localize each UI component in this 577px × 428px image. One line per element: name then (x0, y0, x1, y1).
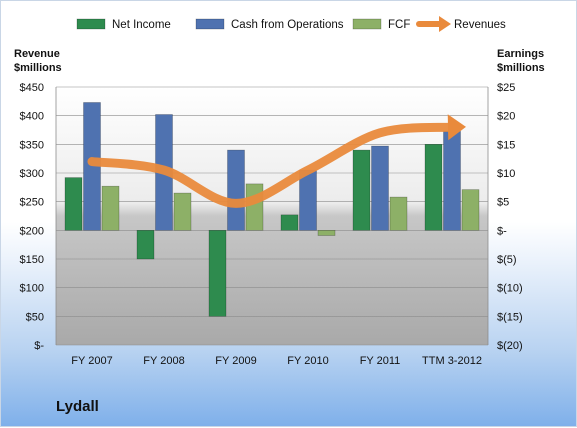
revenues-line (87, 122, 457, 208)
bar-net-income (208, 230, 227, 317)
bar-cash-from-operations (299, 169, 317, 231)
x-tick-label: FY 2009 (215, 355, 256, 367)
x-tick-label: FY 2007 (71, 355, 112, 367)
right-tick-label: $5 (497, 197, 509, 209)
bar-fcf (173, 192, 192, 231)
right-axis-title: $millions (497, 62, 545, 74)
right-tick-label: $20 (497, 111, 515, 123)
bar-fcf (101, 185, 120, 231)
bar-net-income (136, 230, 155, 260)
left-axis-title: Revenue (14, 48, 60, 60)
legend-label: Cash from Operations (231, 19, 344, 31)
bar-cash-from-operations (227, 149, 245, 231)
left-tick-label: $200 (20, 225, 44, 237)
left-tick-label: $150 (20, 254, 44, 266)
legend-swatch (352, 18, 382, 30)
bar-net-income (424, 144, 443, 231)
legend-swatch (195, 18, 225, 30)
right-tick-label: $25 (497, 82, 515, 94)
legend-label: Net Income (112, 19, 171, 31)
bar-cash-from-operations (371, 145, 389, 231)
x-tick-label: TTM 3-2012 (422, 355, 482, 367)
left-tick-label: $450 (20, 82, 44, 94)
right-tick-label: $- (497, 225, 507, 237)
legend-swatch (439, 16, 451, 32)
right-tick-label: $(15) (497, 311, 523, 323)
bar-cash-from-operations (443, 130, 461, 231)
left-tick-label: $- (34, 340, 44, 352)
x-tick-label: FY 2010 (287, 355, 328, 367)
right-tick-label: $(5) (497, 254, 517, 266)
bar-net-income (64, 177, 83, 231)
right-tick-label: $10 (497, 168, 515, 180)
x-tick-label: FY 2008 (143, 355, 184, 367)
left-tick-label: $400 (20, 111, 44, 123)
left-tick-label: $100 (20, 283, 44, 295)
right-tick-label: $15 (497, 139, 515, 151)
left-tick-label: $250 (20, 197, 44, 209)
bar-fcf (317, 230, 336, 236)
right-tick-label: $(10) (497, 283, 523, 295)
legend-label: FCF (388, 19, 410, 31)
legend-swatch (76, 18, 106, 30)
bar-fcf (245, 183, 264, 231)
bar-net-income (280, 214, 299, 231)
x-tick-label: FY 2011 (360, 355, 401, 367)
right-axis-title: Earnings (497, 48, 544, 60)
right-tick-label: $(20) (497, 340, 523, 352)
company-name: Lydall (56, 398, 99, 415)
left-tick-label: $300 (20, 168, 44, 180)
left-axis-title: $millions (14, 62, 62, 74)
left-tick-label: $50 (26, 311, 44, 323)
bar-net-income (352, 149, 371, 231)
legend-label: Revenues (454, 19, 506, 31)
revenues-arrowhead (447, 114, 466, 141)
bar-fcf (461, 189, 480, 231)
bar-fcf (389, 196, 408, 231)
left-tick-label: $350 (20, 139, 44, 151)
